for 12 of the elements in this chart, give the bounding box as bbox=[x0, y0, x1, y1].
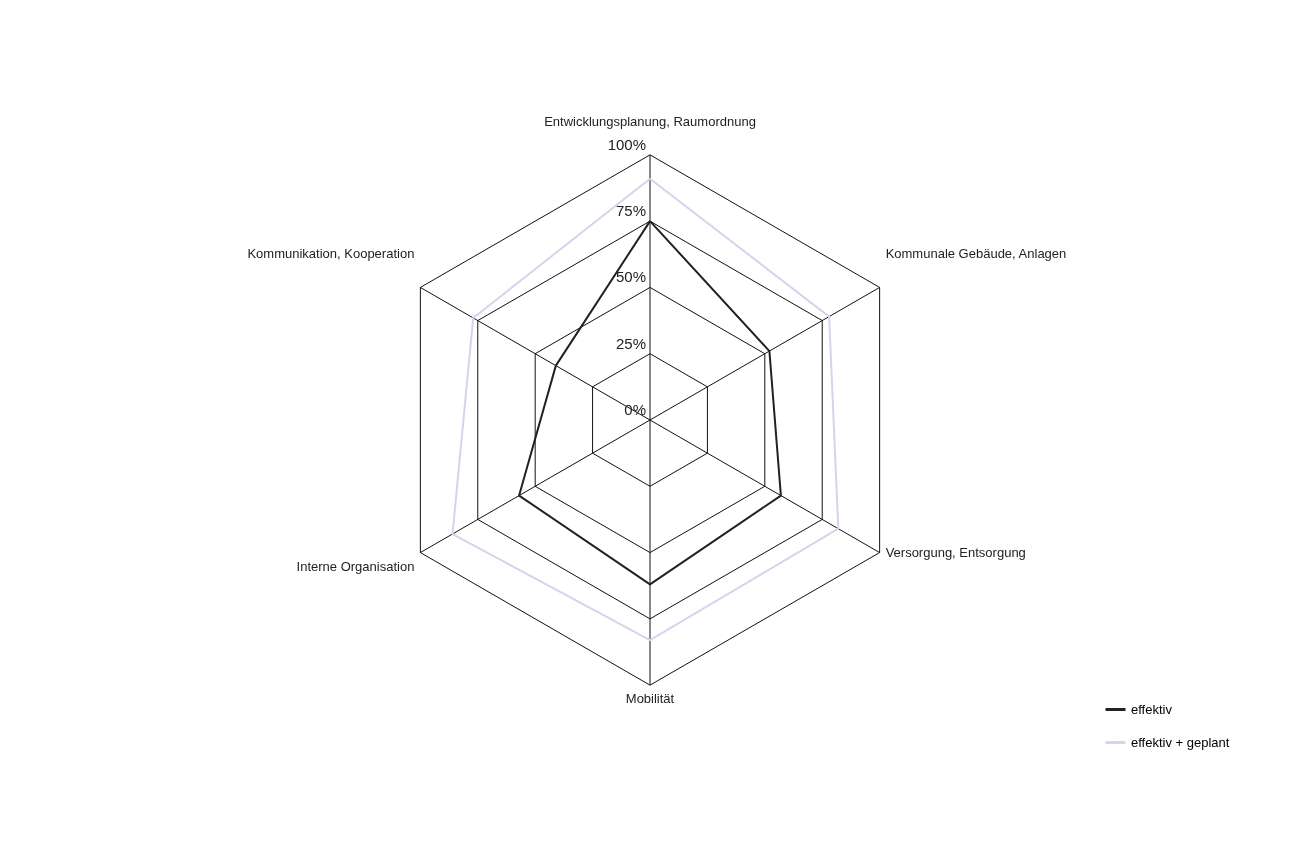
spoke-label: Kommunikation, Kooperation bbox=[247, 246, 415, 262]
legend-label: effektiv bbox=[1131, 701, 1173, 717]
legend-label: effektiv + geplant bbox=[1131, 734, 1230, 750]
y-tick-label: 25% bbox=[615, 334, 646, 352]
y-tick-label: 75% bbox=[615, 202, 646, 220]
spoke-label: Versorgung, Entsorgung bbox=[885, 544, 1026, 560]
spoke-label: Mobilität bbox=[625, 691, 675, 707]
spoke-label: Interne Organisation bbox=[296, 558, 415, 574]
spoke-label: Entwicklungsplanung, Raumordnung bbox=[544, 113, 756, 129]
spoke-label: Kommunale Gebäude, Anlagen bbox=[885, 246, 1067, 262]
y-tick-label: 50% bbox=[615, 268, 646, 286]
y-tick-label: 100% bbox=[607, 135, 646, 153]
